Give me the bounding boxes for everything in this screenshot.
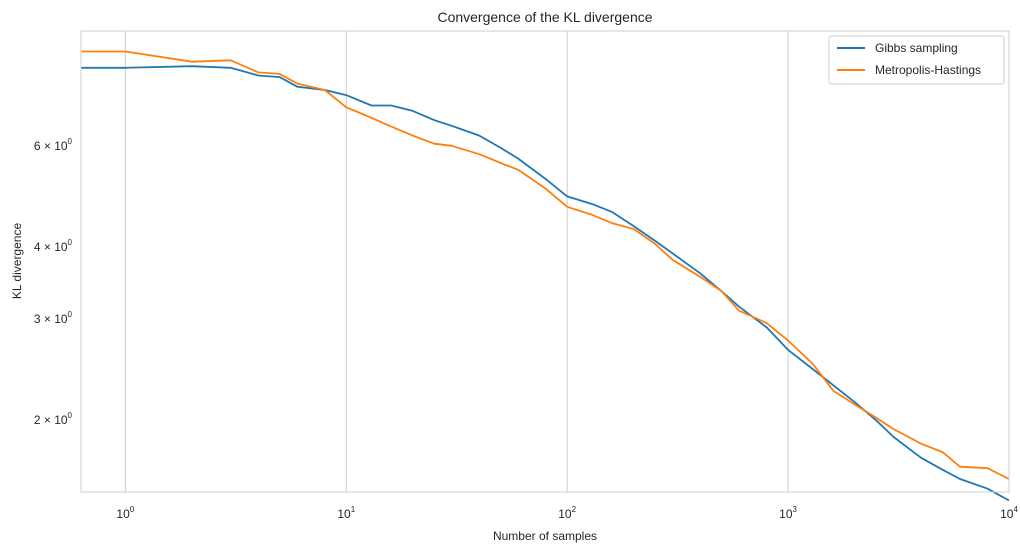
y-axis-label: KL divergence — [10, 223, 24, 300]
legend-label-gibbs: Gibbs sampling — [875, 41, 958, 55]
y-tick-labels: 2 × 100 3 × 100 4 × 100 6 × 100 — [34, 137, 73, 427]
series-line-1 — [81, 50, 1010, 480]
x-axis-label: Number of samples — [493, 529, 597, 543]
y-tick-label-1: 3 × 100 — [34, 310, 73, 326]
chart-title: Convergence of the KL divergence — [437, 9, 652, 25]
legend-box — [828, 35, 1005, 85]
plot-area-frame — [80, 30, 1010, 493]
series-lines — [81, 50, 1010, 502]
y-tick-label-0: 2 × 100 — [34, 411, 73, 427]
legend: Gibbs sampling Metropolis-Hastings — [828, 35, 1005, 85]
y-tick-label-2: 4 × 100 — [34, 238, 73, 254]
legend-label-metropolis: Metropolis-Hastings — [875, 63, 981, 77]
y-tick-label-3: 6 × 100 — [34, 137, 73, 153]
